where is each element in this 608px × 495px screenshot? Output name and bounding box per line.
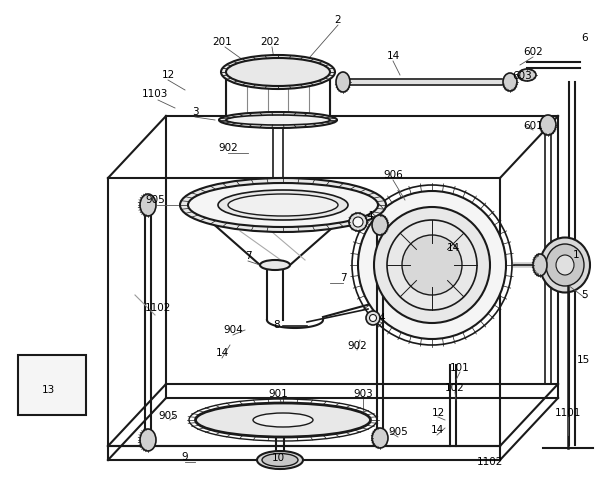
Ellipse shape xyxy=(260,260,290,270)
Text: 904: 904 xyxy=(223,325,243,335)
Ellipse shape xyxy=(366,311,380,325)
Text: 12: 12 xyxy=(431,408,444,418)
Ellipse shape xyxy=(349,213,367,231)
Text: 6: 6 xyxy=(582,33,589,43)
Ellipse shape xyxy=(374,207,490,323)
Ellipse shape xyxy=(226,58,330,86)
Text: 906: 906 xyxy=(383,170,403,180)
Text: 905: 905 xyxy=(158,411,178,421)
Text: 1: 1 xyxy=(573,250,579,260)
Text: 903: 903 xyxy=(353,389,373,399)
Ellipse shape xyxy=(140,429,156,451)
Ellipse shape xyxy=(221,55,335,89)
Ellipse shape xyxy=(257,451,303,469)
Text: 905: 905 xyxy=(388,427,408,437)
Ellipse shape xyxy=(540,115,556,135)
Ellipse shape xyxy=(370,314,376,321)
Text: 9: 9 xyxy=(182,452,188,462)
Text: 14: 14 xyxy=(386,51,399,61)
Ellipse shape xyxy=(218,190,348,220)
Text: 1103: 1103 xyxy=(142,89,168,99)
Ellipse shape xyxy=(503,73,517,91)
Text: 14: 14 xyxy=(446,243,460,253)
Text: 1102: 1102 xyxy=(477,457,503,467)
Ellipse shape xyxy=(228,194,338,216)
Ellipse shape xyxy=(402,235,462,295)
Ellipse shape xyxy=(372,428,388,448)
Text: 1101: 1101 xyxy=(555,408,581,418)
Ellipse shape xyxy=(262,453,298,466)
Ellipse shape xyxy=(556,255,574,275)
Ellipse shape xyxy=(518,69,536,81)
Text: 101: 101 xyxy=(450,363,470,373)
Text: 12: 12 xyxy=(161,70,174,80)
Text: 7: 7 xyxy=(244,251,251,261)
Ellipse shape xyxy=(372,215,388,235)
Text: 603: 603 xyxy=(512,71,532,81)
Ellipse shape xyxy=(180,178,386,232)
Text: 8: 8 xyxy=(274,320,280,330)
Text: 2: 2 xyxy=(334,15,341,25)
Text: 14: 14 xyxy=(215,348,229,358)
Ellipse shape xyxy=(336,72,350,92)
Text: 7: 7 xyxy=(340,273,347,283)
Text: 902: 902 xyxy=(218,143,238,153)
Ellipse shape xyxy=(540,238,590,293)
Ellipse shape xyxy=(188,183,378,227)
Text: 3: 3 xyxy=(192,107,198,117)
Text: 4: 4 xyxy=(379,313,385,323)
Text: 102: 102 xyxy=(445,383,465,393)
Text: 14: 14 xyxy=(430,425,444,435)
Ellipse shape xyxy=(219,112,337,128)
Text: 4: 4 xyxy=(367,211,373,221)
Ellipse shape xyxy=(196,403,370,437)
Text: 905: 905 xyxy=(145,195,165,205)
Text: 901: 901 xyxy=(268,389,288,399)
Text: 10: 10 xyxy=(271,453,285,463)
Text: 201: 201 xyxy=(212,37,232,47)
Ellipse shape xyxy=(533,254,547,276)
Bar xyxy=(18,355,86,415)
Text: 601: 601 xyxy=(523,121,543,131)
Ellipse shape xyxy=(253,413,313,427)
Ellipse shape xyxy=(353,217,363,227)
Ellipse shape xyxy=(140,194,156,216)
Text: 5: 5 xyxy=(582,290,589,300)
Text: 1102: 1102 xyxy=(145,303,171,313)
Text: 13: 13 xyxy=(41,385,55,395)
Text: 15: 15 xyxy=(576,355,590,365)
Ellipse shape xyxy=(546,244,584,286)
Text: 602: 602 xyxy=(523,47,543,57)
Text: 902: 902 xyxy=(347,341,367,351)
Text: 202: 202 xyxy=(260,37,280,47)
Ellipse shape xyxy=(387,220,477,310)
Ellipse shape xyxy=(226,115,330,125)
Ellipse shape xyxy=(358,191,506,339)
